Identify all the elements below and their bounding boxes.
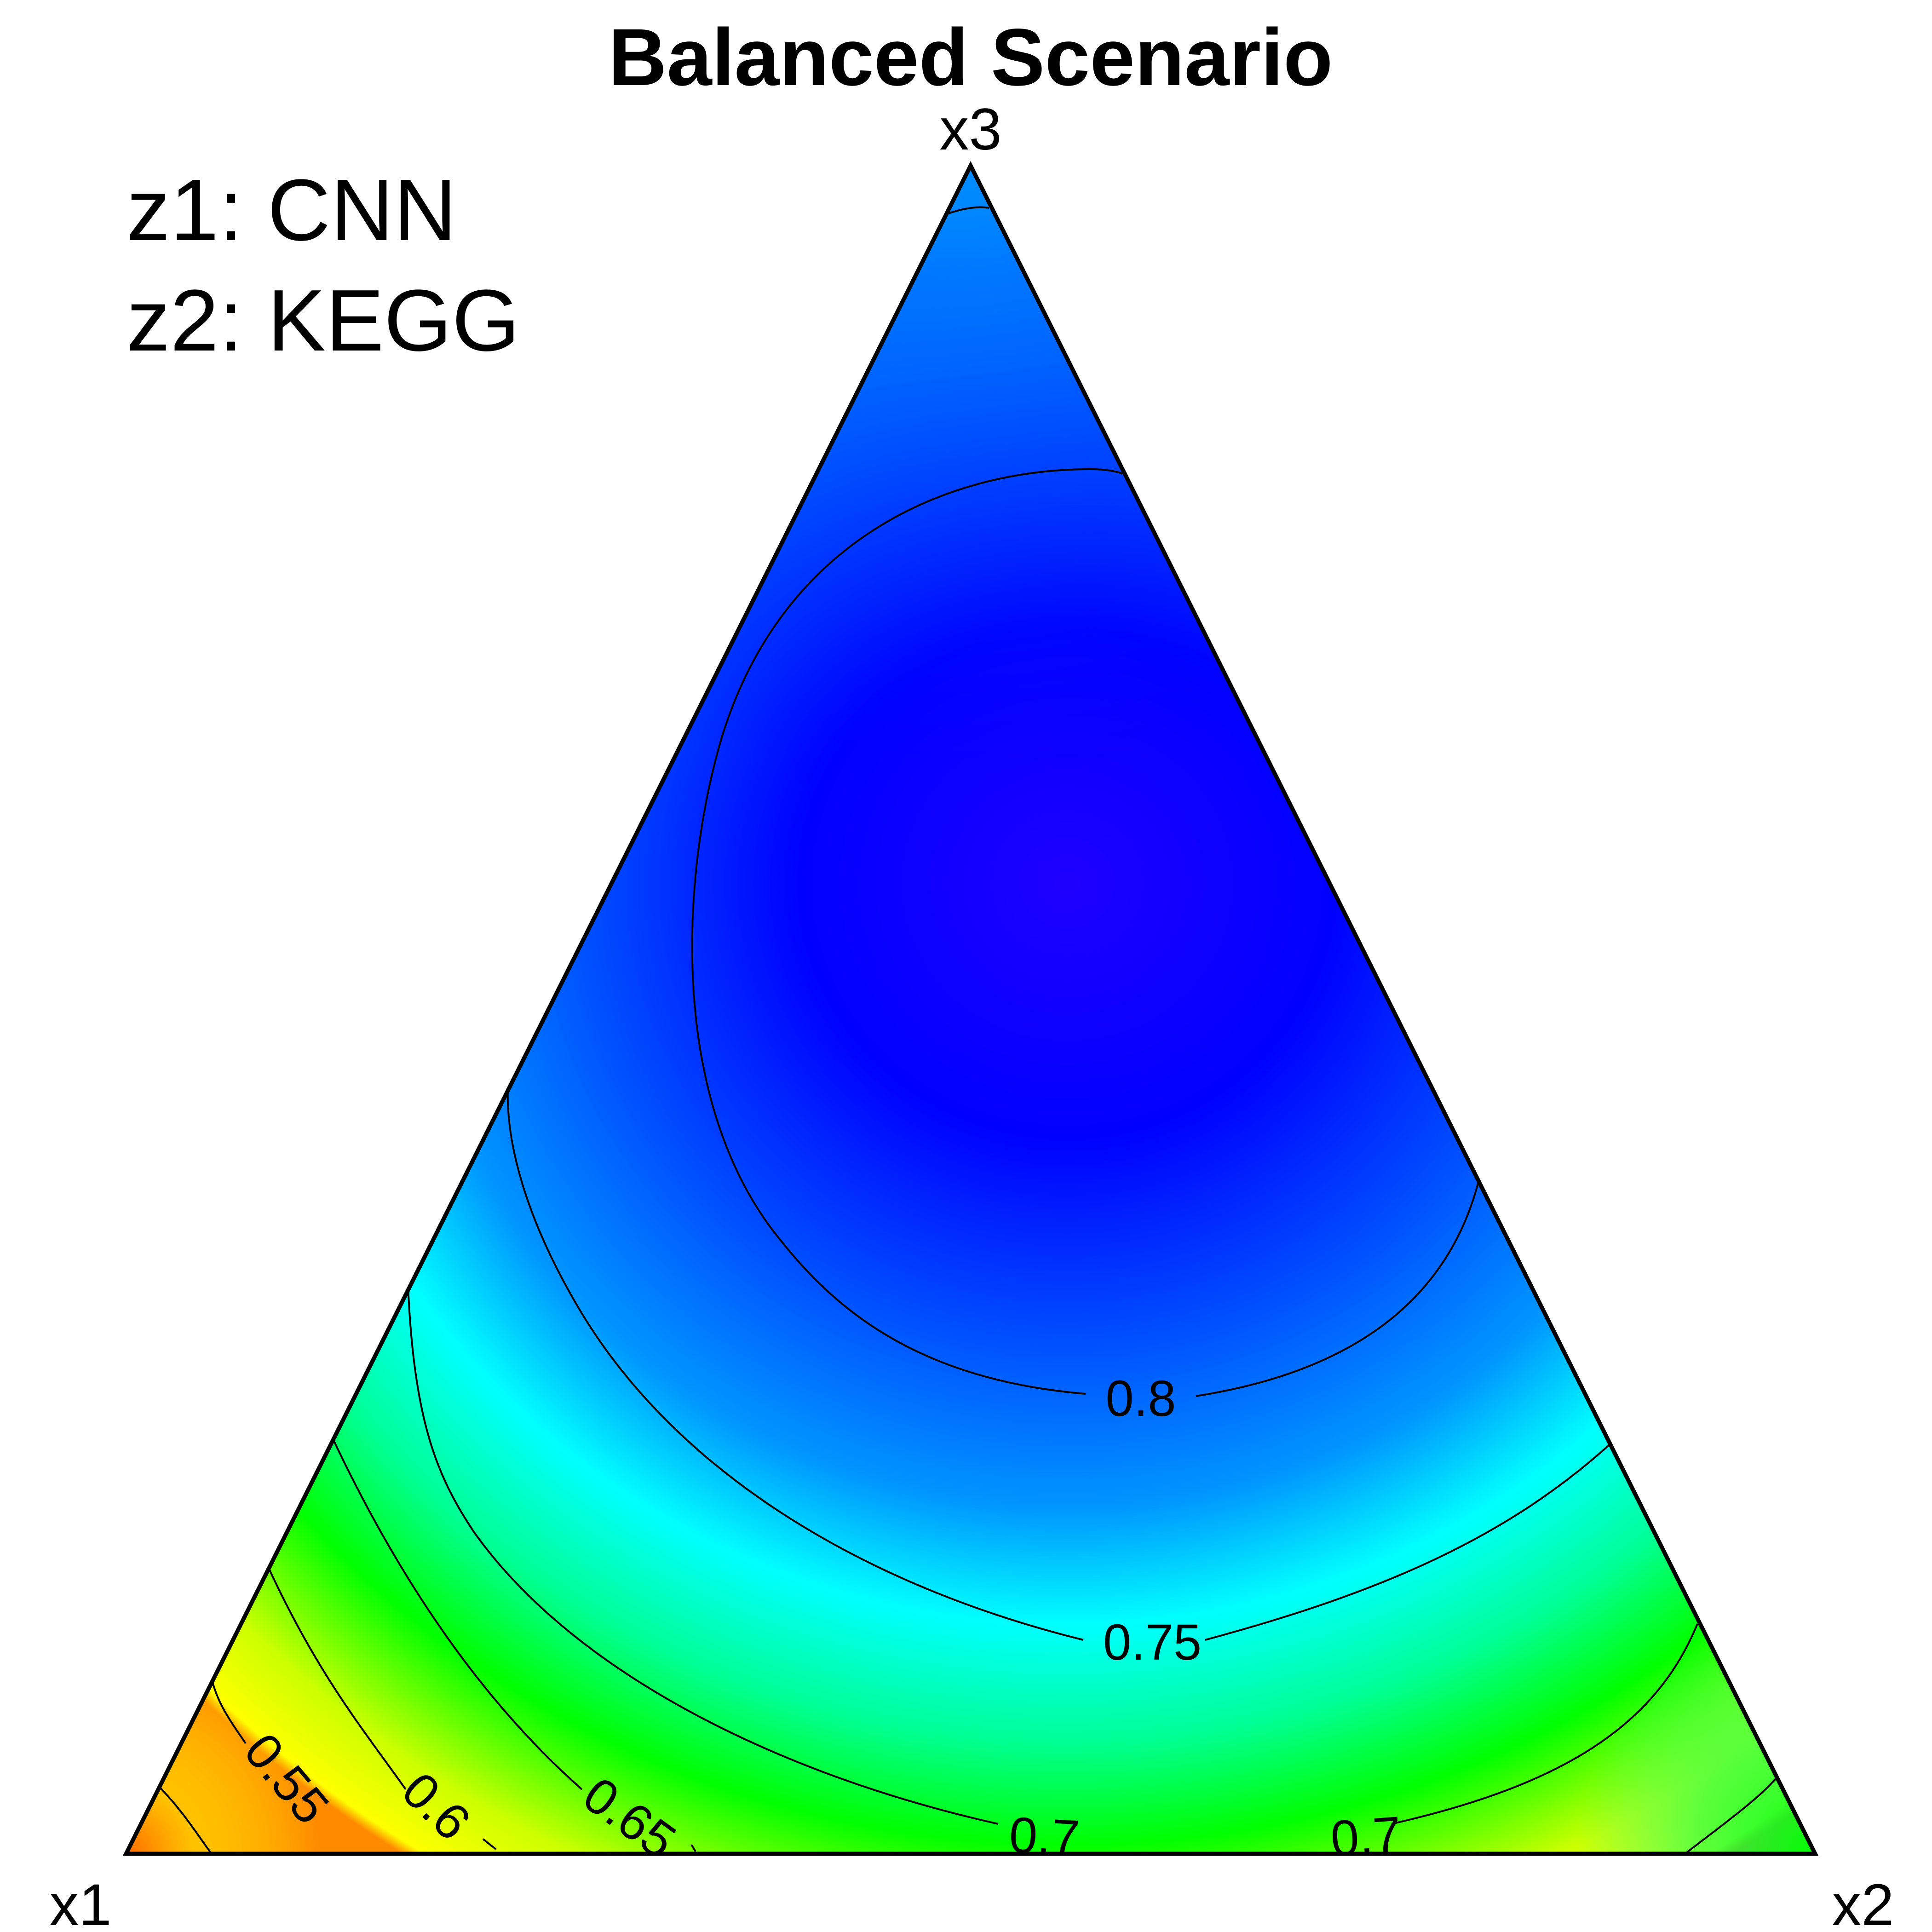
contour-line-0.7	[407, 1285, 1698, 1825]
contour-lines	[158, 206, 1786, 1854]
contour-line-0.65	[330, 1435, 583, 1790]
contour-label-0.7-right: 0.7	[1329, 1806, 1403, 1867]
annotation-z1: z1: CNN	[126, 161, 457, 259]
contour-line-0.6	[266, 1564, 407, 1790]
contour-line-0.75	[506, 1087, 1613, 1641]
chart-title: Balanced Scenario	[609, 12, 1333, 103]
annotation-z2: z2: KEGG	[126, 272, 520, 369]
contour-line-0.8	[691, 468, 1480, 1397]
ternary-triangle-frame	[122, 161, 1819, 1856]
contour-label-0.7-left: 0.7	[1008, 1806, 1081, 1867]
contour-label-0.8: 0.8	[1106, 1370, 1176, 1427]
contour-line-0.55-corner	[158, 1785, 213, 1854]
vertex-label-x1: x1	[49, 1872, 111, 1932]
contour-line-0.6-tail	[482, 1838, 497, 1850]
contour-line-0.65-tail	[690, 1844, 696, 1852]
contour-label-0.75: 0.75	[1103, 1614, 1202, 1671]
vertex-label-x3: x3	[939, 97, 1001, 162]
vertex-label-x2: x2	[1832, 1872, 1894, 1932]
